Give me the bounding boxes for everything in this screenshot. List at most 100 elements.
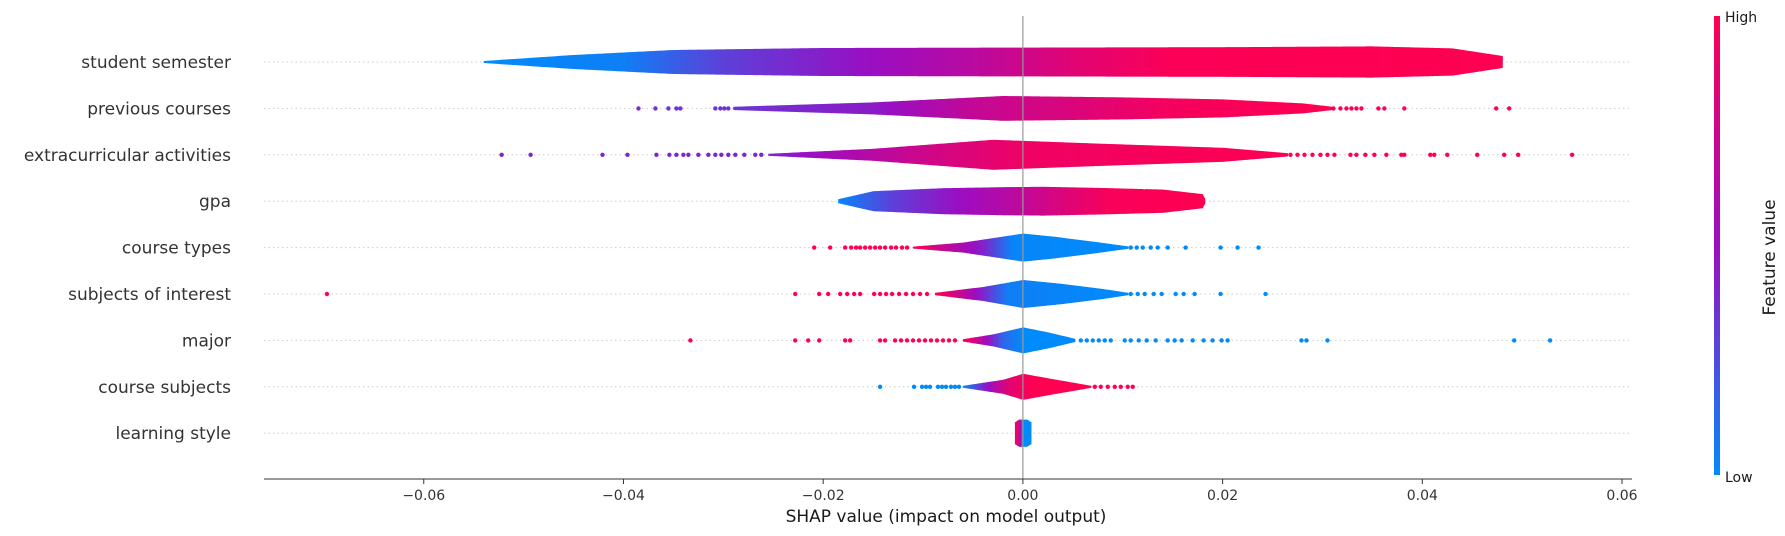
violin-slice	[1220, 99, 1224, 118]
violin-slice	[873, 47, 877, 77]
violin-slice	[1452, 48, 1455, 76]
violin-slice	[977, 287, 980, 301]
outlier-point	[1302, 152, 1307, 157]
violin-slice	[809, 104, 812, 113]
violin-slice	[551, 56, 555, 68]
violin-slice	[1037, 47, 1041, 77]
violin-slice	[1238, 47, 1241, 77]
x-tick-label: 0.06	[1606, 488, 1637, 504]
violin-slice	[1196, 98, 1200, 118]
violin-slice	[1184, 47, 1187, 77]
violin-slice	[761, 48, 765, 76]
violin-slice	[866, 192, 869, 211]
violin-slice	[852, 195, 855, 207]
violin-slice	[639, 51, 643, 73]
violin-slice	[1158, 98, 1162, 119]
violin-slice	[1011, 235, 1014, 261]
violin-slice	[937, 244, 940, 251]
outlier-point	[636, 106, 641, 111]
outlier-point	[1445, 152, 1450, 157]
outlier-dots-major	[688, 338, 1553, 343]
violin-slice	[1448, 48, 1451, 76]
violin-slice	[1002, 187, 1005, 216]
violin-slice	[1080, 96, 1084, 120]
violin-slice	[820, 151, 823, 159]
outlier-point	[1136, 338, 1141, 343]
violin-slice	[932, 188, 935, 214]
outlier-point	[883, 291, 889, 297]
violin-slice	[984, 335, 988, 346]
violin-slice	[803, 48, 807, 76]
violin-slice	[841, 103, 844, 114]
violin-slice	[1045, 47, 1049, 77]
violin-slice	[875, 102, 878, 115]
violin-slice	[1480, 52, 1483, 72]
violin-slice	[1098, 187, 1102, 215]
violin-slice	[900, 146, 903, 163]
violin-slice	[801, 104, 804, 113]
violin-slice	[942, 143, 945, 167]
violin-slice	[701, 49, 705, 75]
violin-slice	[973, 47, 977, 77]
violin-slice	[1281, 152, 1285, 157]
violin-slice	[907, 100, 910, 117]
violin-slice	[831, 47, 835, 77]
violin-slice	[808, 151, 811, 158]
violin-slice	[966, 97, 970, 120]
violin-slice	[973, 240, 976, 255]
outlier-point	[916, 338, 922, 343]
violin-slice	[1123, 144, 1127, 166]
violin-slice	[936, 143, 939, 166]
violin-slice	[988, 334, 992, 347]
violin-slice	[927, 245, 930, 250]
violin-slice	[1156, 98, 1160, 119]
violin-slice	[1027, 47, 1031, 77]
violin-slice	[1161, 145, 1165, 164]
violin-slice	[1063, 142, 1067, 168]
violin-slice	[944, 143, 947, 167]
violin-slice	[927, 99, 930, 118]
violin-slice	[884, 190, 887, 212]
violin-slice	[1038, 96, 1042, 121]
violin-slice	[719, 49, 723, 75]
violin-slice	[848, 149, 851, 160]
violin-slice	[964, 187, 967, 215]
violin-slice	[753, 48, 757, 76]
outlier-point	[825, 291, 831, 297]
violin-slice	[1190, 98, 1194, 119]
outlier-point	[1338, 106, 1343, 111]
violin-slice	[1181, 146, 1185, 164]
violin-slice	[1016, 419, 1020, 447]
violin-slice	[991, 139, 995, 170]
violin-slice	[1066, 336, 1070, 344]
violin-slice	[713, 49, 717, 75]
violin-slice	[1232, 47, 1235, 77]
violin-slice	[1078, 383, 1082, 390]
violin-slice	[511, 58, 515, 66]
violin-slice	[1064, 187, 1068, 216]
violin-slice	[829, 47, 833, 77]
violin-slice	[894, 190, 897, 213]
violin-slice	[1028, 96, 1032, 121]
violin-slice	[970, 337, 974, 344]
violin-slice	[1069, 47, 1073, 77]
violin-slice	[1160, 47, 1163, 77]
violin-slice	[934, 188, 937, 214]
violin-slice	[485, 60, 489, 64]
violin-slice	[947, 291, 950, 297]
outlier-point	[904, 245, 910, 250]
outlier-point	[719, 152, 724, 157]
violin-slice	[856, 149, 859, 161]
violin-slice	[1277, 152, 1281, 158]
violin-slice	[1208, 47, 1211, 77]
violin-slice	[705, 49, 709, 75]
outlier-point	[842, 338, 848, 343]
violin-slice	[929, 245, 932, 251]
violin-slice	[863, 102, 866, 115]
violin-slice	[1036, 186, 1040, 216]
violin-slice	[1030, 186, 1034, 216]
violin-slice	[795, 104, 798, 113]
violin-slice	[1378, 46, 1381, 78]
violin-slice	[948, 143, 951, 167]
violin-slice	[1186, 98, 1190, 119]
